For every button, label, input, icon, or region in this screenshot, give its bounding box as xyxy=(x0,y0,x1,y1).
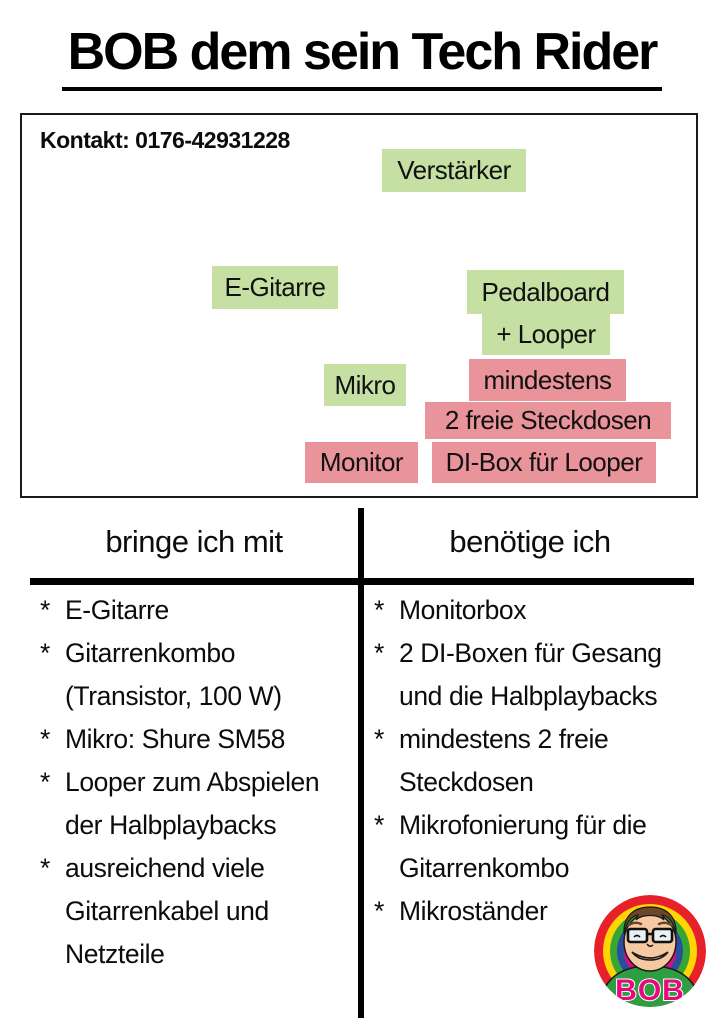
stage-label-verstaerker: Verstärker xyxy=(382,149,526,192)
stage-label-pedalboard: Pedalboard xyxy=(467,270,624,314)
list-item-text: Mikroständer xyxy=(399,896,548,926)
list-item: * E-Gitarre xyxy=(40,589,356,632)
list-item-text: Gitarrenkombo xyxy=(399,853,570,883)
list-item-text: Gitarrenkabel und xyxy=(65,896,269,926)
list-benoetige-ich: * Monitorbox * 2 DI-Boxen für Gesang und… xyxy=(374,589,704,933)
list-item-text: der Halbplaybacks xyxy=(65,810,277,840)
list-item-text: Gitarrenkombo xyxy=(65,638,236,668)
stage-label-dibox: DI-Box für Looper xyxy=(432,442,656,483)
bullet-asterisk: * xyxy=(374,638,384,668)
list-item-text: Monitorbox xyxy=(399,595,527,625)
list-item-text: Looper zum Abspielen xyxy=(65,767,320,797)
hair xyxy=(623,906,677,935)
list-item-text: ausreichend viele xyxy=(65,853,265,883)
bullet-asterisk: * xyxy=(374,724,384,754)
list-item: * Gitarrenkombo xyxy=(40,632,356,675)
bob-logo-graphic: BOB xyxy=(594,895,706,1007)
stage-label-steckdosen: 2 freie Steckdosen xyxy=(425,402,671,439)
bob-logo: BOB xyxy=(592,892,708,1010)
list-item: * Monitorbox xyxy=(374,589,704,632)
eye-right xyxy=(659,934,667,938)
stage-label-egitarre: E-Gitarre xyxy=(212,266,338,309)
bullet-asterisk xyxy=(40,804,65,847)
stage-plan-box: Kontakt: 0176-42931228 Verstärker E-Gita… xyxy=(20,113,698,498)
bullet-asterisk xyxy=(40,675,65,718)
contact-info: Kontakt: 0176-42931228 xyxy=(40,127,290,153)
eye-left xyxy=(633,934,641,938)
stage-label-mikro: Mikro xyxy=(324,364,406,406)
list-item-text: Mikro: Shure SM58 xyxy=(65,724,286,754)
stage-label-looper: + Looper xyxy=(482,314,610,355)
list-item: Gitarrenkabel und xyxy=(40,890,356,933)
list-item: * Mikrofonierung für die xyxy=(374,804,704,847)
list-item: * Mikroständer xyxy=(374,890,704,933)
bullet-asterisk: * xyxy=(374,896,384,926)
stage-label-monitor: Monitor xyxy=(305,442,418,483)
list-item: * Looper zum Abspielen xyxy=(40,761,356,804)
logo-text: BOB xyxy=(615,974,685,1007)
bullet-asterisk: * xyxy=(40,767,50,797)
list-item-text: (Transistor, 100 W) xyxy=(65,681,282,711)
nose xyxy=(646,943,654,948)
list-item-text: 2 DI-Boxen für Gesang xyxy=(399,638,662,668)
list-item: Steckdosen xyxy=(374,761,704,804)
bullet-asterisk xyxy=(40,933,65,976)
bullet-asterisk: * xyxy=(40,638,50,668)
list-item-text: Steckdosen xyxy=(399,767,534,797)
column-header-benoetige-ich: benötige ich xyxy=(449,524,611,559)
list-item-text: Mikrofonierung für die xyxy=(399,810,647,840)
list-item: * 2 DI-Boxen für Gesang xyxy=(374,632,704,675)
smile xyxy=(631,951,669,961)
bullet-asterisk: * xyxy=(40,853,50,883)
bullet-asterisk: * xyxy=(374,810,384,840)
bullet-asterisk: * xyxy=(40,595,50,625)
list-item: (Transistor, 100 W) xyxy=(40,675,356,718)
title-wrap: BOB dem sein Tech Rider xyxy=(0,23,724,92)
header-divider-horizontal xyxy=(30,578,694,585)
bullet-asterisk xyxy=(374,761,399,804)
eyebrow-left xyxy=(627,921,643,927)
list-bringe-ich-mit: * E-Gitarre * Gitarrenkombo (Transistor,… xyxy=(40,589,356,976)
bullet-asterisk: * xyxy=(40,724,50,754)
bullet-asterisk xyxy=(374,675,399,718)
bullet-asterisk: * xyxy=(374,595,384,625)
page-title: BOB dem sein Tech Rider xyxy=(61,23,663,92)
list-item: * mindestens 2 freie xyxy=(374,718,704,761)
list-item: * Mikro: Shure SM58 xyxy=(40,718,356,761)
bullet-asterisk xyxy=(374,847,399,890)
list-item-text: E-Gitarre xyxy=(65,595,169,625)
list-item: der Halbplaybacks xyxy=(40,804,356,847)
list-item: * ausreichend viele xyxy=(40,847,356,890)
column-header-bringe-ich-mit: bringe ich mit xyxy=(105,524,283,559)
eyebrow-right xyxy=(657,921,673,927)
column-divider-vertical xyxy=(358,508,364,1018)
stage-label-mindestens: mindestens xyxy=(469,359,626,401)
list-item-text: und die Halbplaybacks xyxy=(399,681,658,711)
list-item: Gitarrenkombo xyxy=(374,847,704,890)
list-item-text: mindestens 2 freie xyxy=(399,724,609,754)
list-item-text: Netzteile xyxy=(65,939,165,969)
list-item: Netzteile xyxy=(40,933,356,976)
bullet-asterisk xyxy=(40,890,65,933)
list-item: und die Halbplaybacks xyxy=(374,675,704,718)
